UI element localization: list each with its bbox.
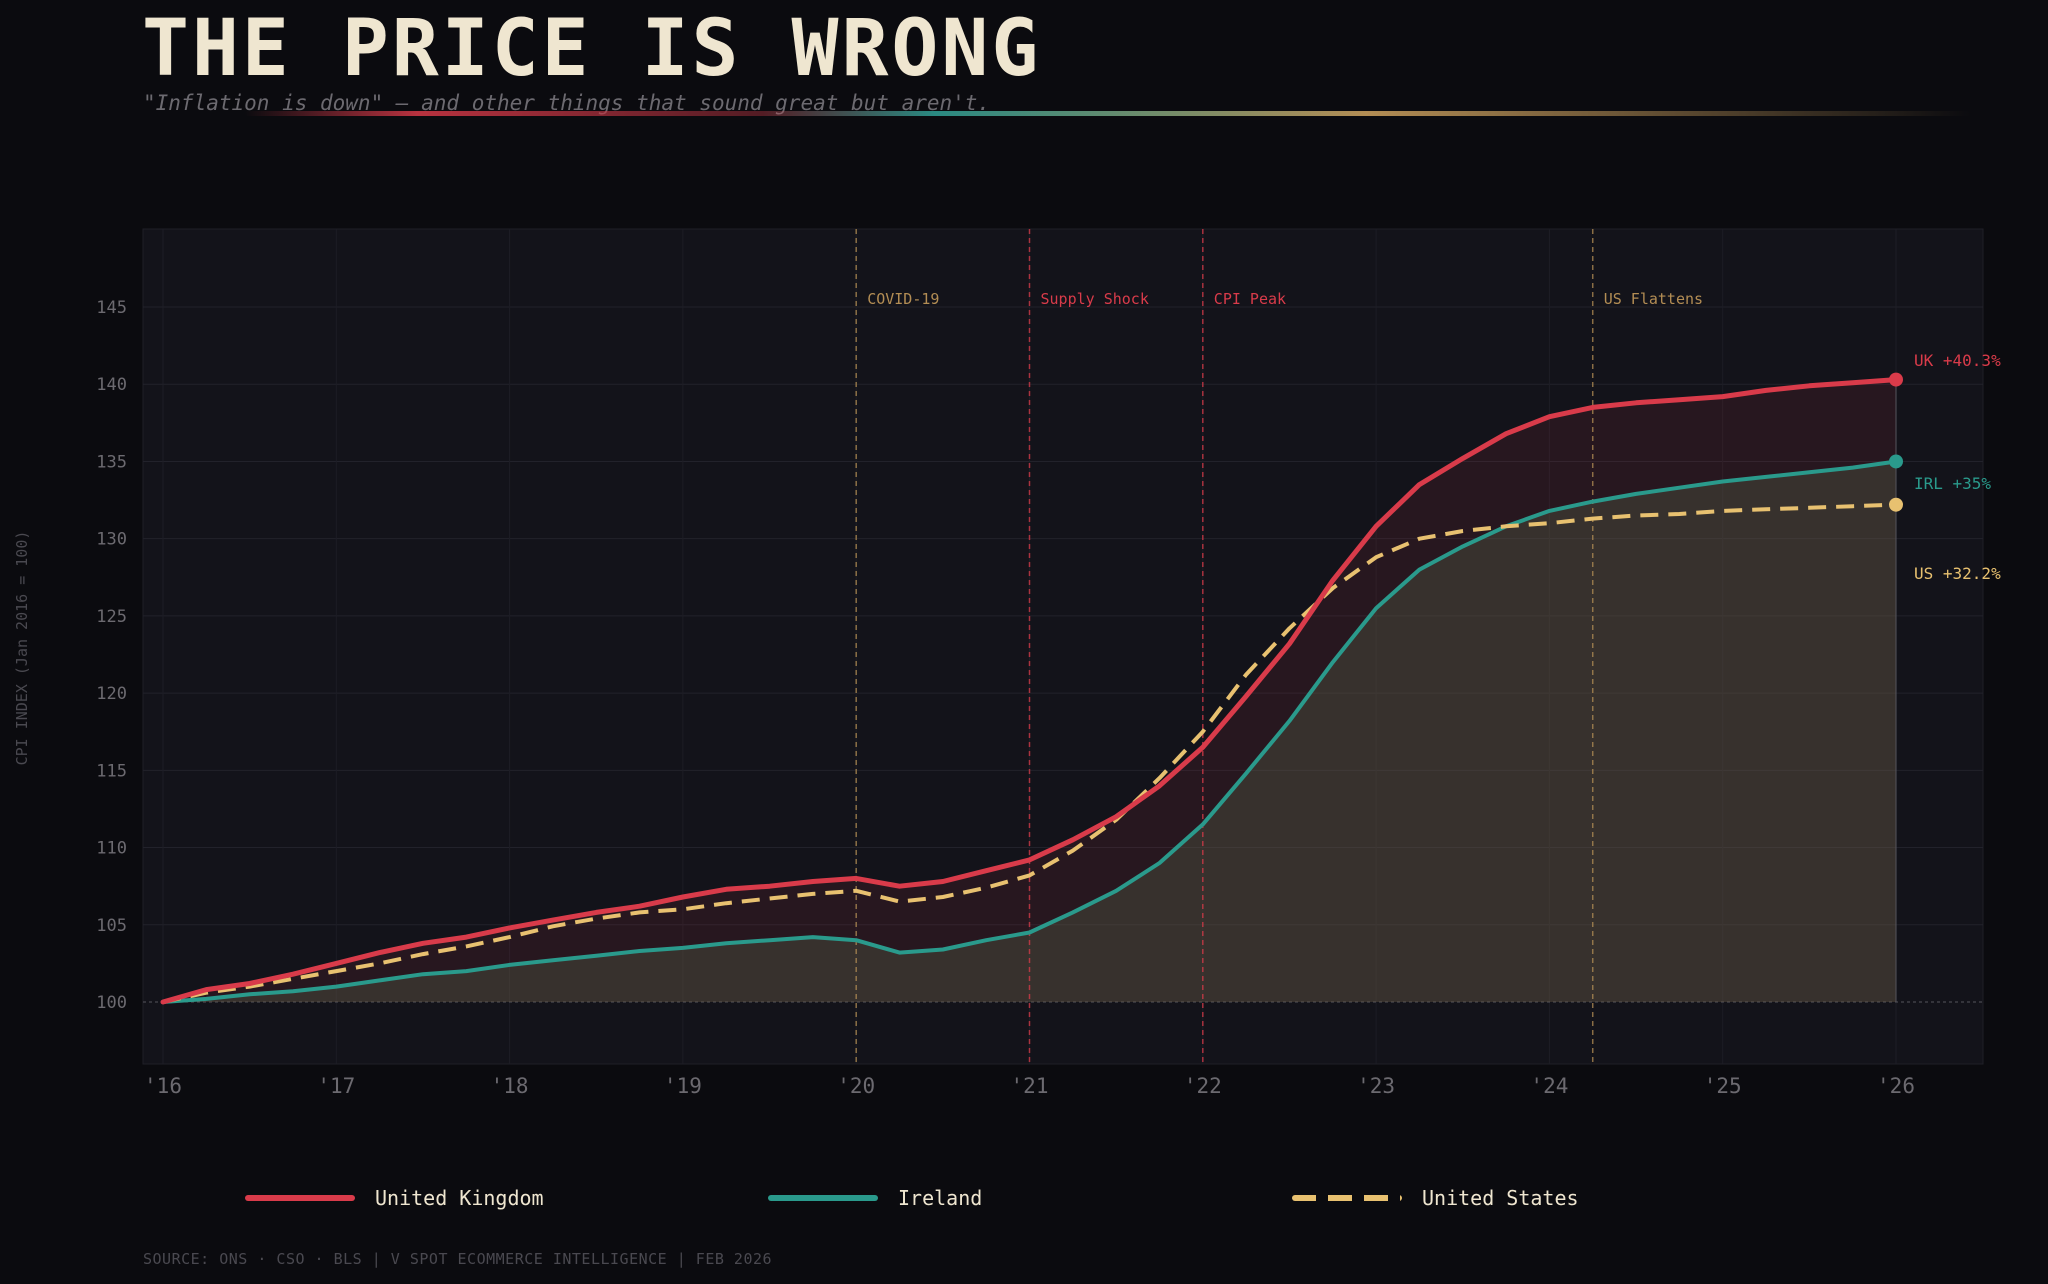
us-end-label: US +32.2% [1914, 564, 2001, 583]
annotation-label: COVID-19 [867, 290, 939, 308]
series-endpoints: UK +40.3% IRL +35% US +32.2% [1889, 351, 2001, 583]
x-tick-label: '19 [664, 1074, 702, 1098]
source-footnote: SOURCE: ONS · CSO · BLS | V SPOT ECOMMER… [143, 1250, 773, 1268]
annotation-label: US Flattens [1604, 290, 1703, 308]
y-tick-label: 145 [96, 298, 127, 318]
x-tick-label: '17 [317, 1074, 355, 1098]
ireland-line [161, 459, 1898, 1004]
annotation-label: CPI Peak [1214, 290, 1286, 308]
x-tick-label: '26 [1877, 1074, 1915, 1098]
y-tick-label: 135 [96, 452, 127, 472]
x-tick-label: '25 [1704, 1074, 1742, 1098]
chart-legend: United Kingdom Ireland United States [0, 1178, 2048, 1218]
ireland-end-label: IRL +35% [1914, 474, 1991, 493]
y-tick-label: 115 [96, 761, 127, 781]
series-lines [160, 377, 1899, 1005]
x-tick-label: '24 [1530, 1074, 1568, 1098]
y-tick-label: 140 [96, 375, 127, 395]
y-tick-label: 120 [96, 684, 127, 704]
y-tick-label: 110 [96, 839, 127, 859]
legend-swatch-uk [245, 1195, 355, 1201]
y-tick-label: 130 [96, 530, 127, 550]
uk-line [160, 377, 1899, 1005]
uk-end-label: UK +40.3% [1914, 351, 2001, 370]
uk-area-band [163, 379, 1896, 1002]
y-tick-label: 105 [96, 916, 127, 936]
us-endpoint [1889, 497, 1903, 512]
legend-item-uk: United Kingdom [245, 1178, 544, 1218]
ireland-endpoint [1889, 454, 1903, 469]
axis-tick-labels: 100 105 110 115 120 125 130 135 140 145 '16 '17 '18 '… [96, 298, 1915, 1098]
legend-label-us: United States [1422, 1186, 1579, 1210]
legend-label-uk: United Kingdom [375, 1186, 544, 1210]
y-tick-label: 100 [96, 993, 127, 1013]
x-tick-label: '22 [1184, 1074, 1222, 1098]
chart-title: THE PRICE IS WRONG [142, 4, 1042, 94]
x-tick-label: '16 [144, 1074, 182, 1098]
event-annotations: COVID-19 Supply Shock CPI Peak US Flattens [855, 229, 1703, 1064]
x-tick-label: '18 [491, 1074, 529, 1098]
lower-area-fill [163, 461, 1896, 1003]
uk-endpoint [1889, 372, 1903, 387]
us-line [162, 502, 1897, 1004]
legend-swatch-us [1292, 1195, 1402, 1201]
legend-item-us: United States [1292, 1178, 1579, 1218]
legend-label-ireland: Ireland [898, 1186, 983, 1210]
x-tick-label: '20 [837, 1074, 875, 1098]
legend-item-ireland: Ireland [768, 1178, 982, 1218]
legend-swatch-ireland [768, 1195, 878, 1201]
area-fills [163, 379, 1897, 1003]
y-tick-label: 125 [96, 607, 127, 627]
annotation-label: Supply Shock [1041, 290, 1149, 308]
x-tick-label: '23 [1357, 1074, 1395, 1098]
y-axis-label: CPI INDEX (Jan 2016 = 100) [13, 531, 31, 766]
title-gradient-rule [245, 111, 1970, 116]
x-tick-label: '21 [1011, 1074, 1049, 1098]
